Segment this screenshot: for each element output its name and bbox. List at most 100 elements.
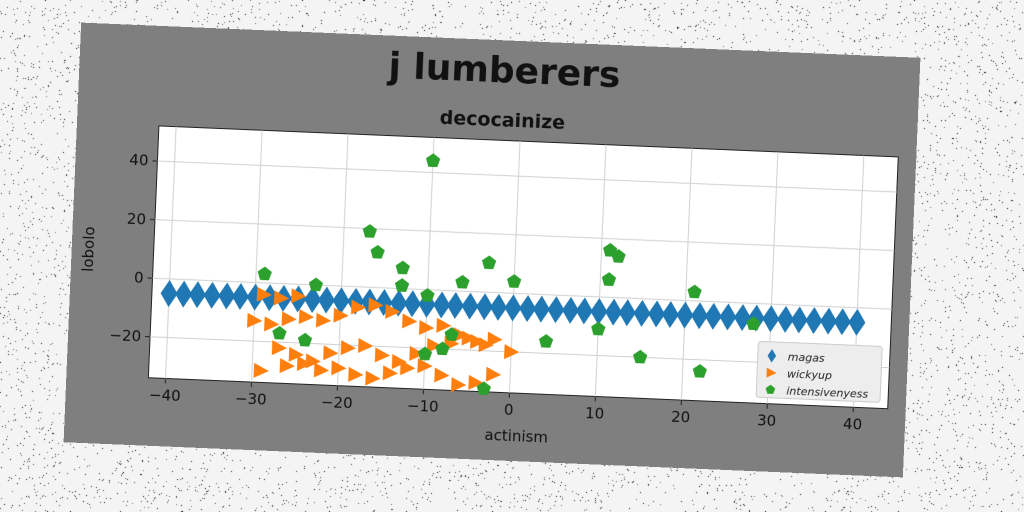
point-wickyup	[400, 360, 416, 376]
x-tick-label: −20	[321, 393, 353, 412]
grid-line-x	[680, 148, 693, 401]
point-intensivenyess	[539, 334, 554, 348]
chart-subtitle: decocainize	[439, 107, 565, 134]
point-wickyup	[485, 366, 502, 382]
point-magas	[790, 306, 808, 334]
point-magas	[317, 286, 335, 314]
chart-title: j lumberers	[386, 45, 621, 96]
point-intensivenyess	[692, 364, 707, 378]
chart-card: j lumberers decocainize −40 −30 −20 −10 0 10 2…	[63, 22, 921, 478]
point-wickyup	[271, 340, 288, 356]
legend-marker-magas	[767, 349, 777, 363]
legend: magas wickyup intensivenyess	[755, 340, 883, 403]
y-tick-label: 20	[127, 209, 147, 228]
y-tick-label: 40	[129, 151, 149, 170]
point-wickyup	[253, 362, 269, 378]
point-magas	[218, 282, 236, 310]
point-magas	[446, 292, 464, 320]
legend-marker-intensivenyess	[765, 384, 776, 394]
point-wickyup	[468, 374, 484, 390]
point-wickyup	[298, 309, 315, 325]
point-magas	[820, 307, 838, 335]
grid-line-x	[165, 126, 177, 379]
point-magas	[489, 293, 507, 321]
y-tick-label: −20	[109, 326, 141, 345]
point-wickyup	[357, 337, 374, 353]
point-magas	[203, 281, 221, 309]
point-magas	[304, 286, 322, 314]
point-magas	[676, 301, 694, 329]
point-magas	[590, 298, 608, 326]
legend-label-wickyup: wickyup	[787, 367, 832, 382]
point-magas	[704, 302, 722, 330]
point-intensivenyess	[395, 260, 410, 275]
y-tick-label: 0	[134, 268, 144, 286]
point-wickyup	[417, 358, 433, 374]
point-wickyup	[273, 290, 290, 306]
point-magas	[605, 298, 623, 326]
point-magas	[504, 294, 522, 322]
point-wickyup	[331, 360, 347, 376]
point-intensivenyess	[591, 321, 606, 336]
point-intensivenyess	[257, 266, 272, 281]
point-wickyup	[374, 347, 391, 363]
point-magas	[519, 295, 537, 323]
point-wickyup	[382, 365, 398, 381]
point-magas	[762, 305, 780, 333]
point-intensivenyess	[297, 332, 313, 347]
point-wickyup	[487, 331, 503, 347]
point-magas	[848, 308, 866, 336]
point-wickyup	[434, 367, 450, 383]
point-intensivenyess	[611, 249, 626, 263]
point-magas	[160, 280, 178, 308]
point-intensivenyess	[435, 341, 450, 356]
point-wickyup	[315, 312, 332, 328]
point-wickyup	[418, 320, 435, 336]
legend-marker-wickyup	[766, 367, 777, 378]
point-intensivenyess	[687, 284, 702, 299]
point-wickyup	[402, 313, 418, 329]
point-wickyup	[348, 366, 364, 382]
point-magas	[691, 302, 709, 330]
point-magas	[719, 303, 737, 331]
point-magas	[661, 301, 679, 329]
point-wickyup	[504, 344, 520, 360]
plot-area	[147, 125, 899, 410]
point-intensivenyess	[417, 346, 433, 361]
x-tick-label: 0	[504, 401, 514, 419]
point-wickyup	[288, 346, 304, 362]
point-magas	[461, 292, 479, 320]
point-wickyup	[323, 345, 339, 361]
point-wickyup	[281, 311, 297, 327]
point-magas	[188, 281, 206, 309]
axis-ticks: −40 −30 −20 −10 0 10 20 30 40 −20 0 20 40	[109, 151, 862, 434]
point-magas	[777, 305, 795, 333]
point-wickyup	[426, 337, 443, 353]
point-magas	[375, 289, 393, 317]
point-intensivenyess	[444, 327, 459, 341]
point-magas	[648, 300, 666, 328]
x-tick-label: 30	[757, 411, 777, 430]
x-tick-label: 20	[671, 408, 691, 427]
point-wickyup	[279, 358, 295, 374]
point-magas	[231, 283, 249, 310]
point-intensivenyess	[476, 381, 491, 396]
legend-label-intensivenyess: intensivenyess	[786, 384, 869, 400]
x-tick-label: −30	[235, 389, 267, 408]
x-tick-label: −10	[407, 397, 439, 416]
grid-line-y	[152, 277, 892, 310]
point-wickyup	[391, 354, 408, 370]
grid-line-y	[157, 160, 897, 193]
point-magas	[633, 299, 651, 327]
point-intensivenyess	[633, 349, 648, 364]
legend-label-magas: magas	[788, 350, 826, 365]
point-magas	[547, 296, 565, 324]
point-intensivenyess	[362, 224, 377, 238]
point-magas	[476, 293, 494, 321]
y-axis-label: lobolo	[79, 226, 99, 272]
point-intensivenyess	[272, 325, 287, 340]
point-magas	[261, 284, 279, 312]
grid-line-y	[154, 219, 895, 252]
point-wickyup	[409, 345, 425, 361]
x-tick-label: −40	[149, 386, 181, 405]
